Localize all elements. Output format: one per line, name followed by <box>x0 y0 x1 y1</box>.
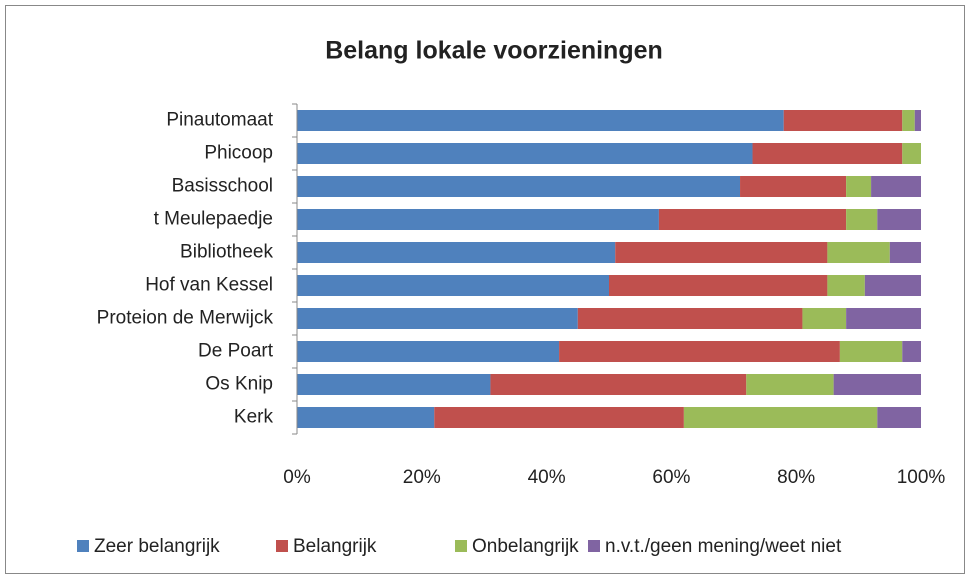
bar-segment <box>827 275 865 296</box>
bar-segment <box>297 275 609 296</box>
y-tick-label: Bibliotheek <box>180 242 273 263</box>
bar-segment <box>559 341 840 362</box>
bar-segment <box>297 242 616 263</box>
x-tick-label: 60% <box>652 467 690 488</box>
legend-swatch <box>588 540 600 552</box>
legend-label: Zeer belangrijk <box>94 536 220 557</box>
x-tick-label: 20% <box>403 467 441 488</box>
bar-segment <box>658 209 847 230</box>
bar-segment <box>802 308 847 329</box>
bar-segment <box>864 275 921 296</box>
bar-segment <box>752 143 903 164</box>
bar-segment <box>297 341 560 362</box>
y-tick-label: Hof van Kessel <box>145 275 273 296</box>
x-tick-label: 40% <box>528 467 566 488</box>
bar-segment <box>297 176 741 197</box>
legend-swatch <box>455 540 467 552</box>
x-tick-label: 80% <box>777 467 815 488</box>
bar-segment <box>297 209 659 230</box>
bar-segment <box>914 110 921 131</box>
bar-segment <box>827 242 890 263</box>
bar-segment <box>877 209 921 230</box>
bar-segment <box>297 374 491 395</box>
bar-segment <box>490 374 747 395</box>
bar-segment <box>297 407 435 428</box>
y-tick-label: t Meulepaedje <box>154 209 273 230</box>
bar-segment <box>902 341 921 362</box>
y-tick-label: Pinautomaat <box>166 110 273 131</box>
legend-swatch <box>276 540 288 552</box>
bar-segment <box>783 110 903 131</box>
chart-title: Belang lokale voorzieningen <box>325 37 663 65</box>
bar-segment <box>297 308 578 329</box>
y-tick-label: Kerk <box>234 407 274 428</box>
bar-segment <box>871 176 921 197</box>
y-tick-label: Basisschool <box>172 176 273 197</box>
bar-segment <box>902 143 921 164</box>
bar-segment <box>839 341 903 362</box>
legend-label: Belangrijk <box>293 536 377 557</box>
bar-segment <box>615 242 828 263</box>
bar-segment <box>889 242 921 263</box>
bar-segment <box>833 374 921 395</box>
bar-segment <box>846 209 878 230</box>
y-tick-label: De Poart <box>198 341 274 362</box>
y-tick-label: Phicoop <box>204 143 273 164</box>
legend-swatch <box>77 540 89 552</box>
bar-segment <box>683 407 878 428</box>
bar-segment <box>609 275 828 296</box>
x-tick-label: 0% <box>283 467 311 488</box>
bar-segment <box>902 110 915 131</box>
legend-label: Onbelangrijk <box>472 536 579 557</box>
bar-segment <box>846 176 872 197</box>
bar-segment <box>577 308 803 329</box>
bar-segment <box>877 407 921 428</box>
bar-segment <box>297 143 753 164</box>
bar-segment <box>746 374 834 395</box>
bar-segment <box>434 407 684 428</box>
y-tick-label: Proteion de Merwijck <box>97 308 274 329</box>
bar-segment <box>846 308 921 329</box>
y-tick-label: Os Knip <box>205 374 273 395</box>
legend-label: n.v.t./geen mening/weet niet <box>605 536 842 557</box>
x-tick-label: 100% <box>897 467 946 488</box>
bar-segment <box>297 110 784 131</box>
bar-segment <box>740 176 847 197</box>
